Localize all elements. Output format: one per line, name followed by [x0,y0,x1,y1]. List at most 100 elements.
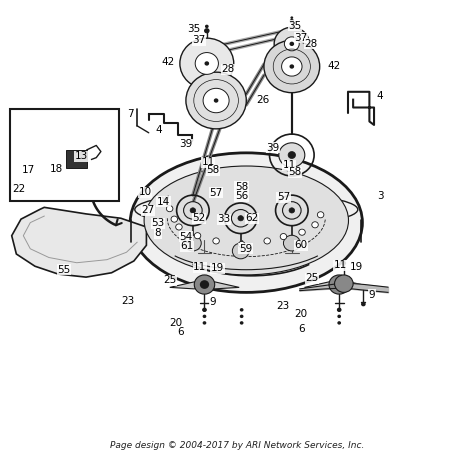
Text: 61: 61 [180,241,193,251]
Text: 11: 11 [334,260,347,270]
Polygon shape [170,282,239,289]
Text: 58: 58 [206,165,219,175]
Circle shape [231,209,250,227]
Circle shape [240,321,244,325]
Circle shape [288,151,295,158]
Text: 23: 23 [121,296,135,306]
Circle shape [186,72,246,129]
Circle shape [290,19,294,23]
Text: 4: 4 [155,125,162,135]
Text: 57: 57 [277,192,290,202]
Text: 11: 11 [193,262,207,272]
Text: 9: 9 [368,290,375,300]
Text: Page design © 2004-2017 by ARI Network Services, Inc.: Page design © 2004-2017 by ARI Network S… [110,441,364,450]
Text: 25: 25 [163,275,176,285]
Circle shape [274,27,310,61]
Text: 8: 8 [155,228,161,238]
Circle shape [171,216,178,222]
Text: 35: 35 [188,23,201,34]
Circle shape [200,280,209,289]
Circle shape [166,206,173,212]
Circle shape [361,302,365,306]
Text: 4: 4 [377,91,383,101]
Circle shape [337,314,341,318]
Text: 9: 9 [210,297,216,307]
Circle shape [279,143,305,167]
Text: 20: 20 [169,318,182,328]
Circle shape [202,308,206,312]
Circle shape [204,62,209,66]
Circle shape [190,208,196,213]
Text: 20: 20 [294,309,308,319]
Text: 39: 39 [179,139,192,149]
Ellipse shape [130,153,363,292]
Text: 52: 52 [192,213,206,223]
Text: 18: 18 [50,164,64,174]
Circle shape [204,28,210,34]
Text: 35: 35 [289,21,301,30]
Text: 22: 22 [12,184,25,194]
Circle shape [40,156,45,160]
Circle shape [238,216,244,221]
Circle shape [214,98,219,103]
Circle shape [299,229,305,235]
Text: 26: 26 [256,95,269,105]
Text: 3: 3 [377,191,383,202]
Text: 58: 58 [289,168,301,178]
Text: 17: 17 [22,165,36,175]
Circle shape [203,88,229,113]
Text: 25: 25 [306,274,319,283]
Text: 56: 56 [235,191,248,202]
Circle shape [34,149,52,167]
Circle shape [291,17,293,19]
FancyBboxPatch shape [10,109,119,201]
Circle shape [290,42,294,46]
Circle shape [202,308,207,312]
Circle shape [20,137,65,179]
Circle shape [184,235,201,251]
Circle shape [283,235,300,251]
Text: 33: 33 [218,214,231,224]
Circle shape [180,38,234,89]
Text: 42: 42 [162,57,175,67]
Text: 6: 6 [299,325,305,335]
Text: 19: 19 [350,262,364,272]
Text: 37: 37 [294,33,308,43]
Circle shape [202,321,206,325]
Text: 14: 14 [157,197,170,207]
Circle shape [318,212,324,218]
Polygon shape [12,207,146,277]
Text: 60: 60 [294,241,308,250]
Text: 55: 55 [57,265,71,274]
Text: 7: 7 [127,110,134,119]
Text: 11: 11 [201,157,215,168]
Circle shape [194,233,201,239]
Text: 39: 39 [266,143,280,152]
Circle shape [329,275,349,294]
Polygon shape [304,282,374,289]
Circle shape [289,208,295,213]
Circle shape [202,314,206,318]
Text: 54: 54 [179,232,192,241]
Text: 11: 11 [283,160,296,170]
Circle shape [176,224,182,230]
FancyBboxPatch shape [66,150,87,168]
Text: 58: 58 [235,182,248,192]
Circle shape [337,308,341,312]
Circle shape [280,234,287,240]
Text: 53: 53 [151,218,164,229]
Circle shape [264,40,319,93]
Circle shape [194,275,215,294]
Circle shape [312,222,319,228]
Circle shape [341,261,346,265]
Text: 37: 37 [192,35,206,45]
Circle shape [282,57,302,76]
Text: 23: 23 [276,302,289,311]
Circle shape [238,241,245,247]
Circle shape [213,238,219,244]
Circle shape [290,64,294,69]
Ellipse shape [144,166,348,275]
Text: 62: 62 [245,213,258,223]
Text: 59: 59 [239,244,252,254]
Text: 42: 42 [328,61,341,71]
